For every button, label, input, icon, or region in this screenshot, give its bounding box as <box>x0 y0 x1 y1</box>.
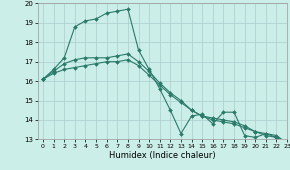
X-axis label: Humidex (Indice chaleur): Humidex (Indice chaleur) <box>109 151 216 160</box>
